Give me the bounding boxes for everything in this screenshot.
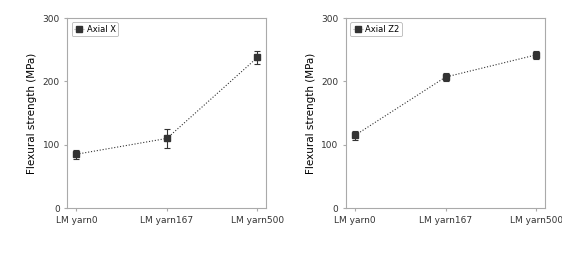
Legend: Axial X: Axial X bbox=[71, 22, 118, 36]
Legend: Axial Z2: Axial Z2 bbox=[350, 22, 402, 36]
Y-axis label: Flexural strength (MPa): Flexural strength (MPa) bbox=[306, 53, 316, 174]
Y-axis label: Flexural strength (MPa): Flexural strength (MPa) bbox=[27, 53, 37, 174]
